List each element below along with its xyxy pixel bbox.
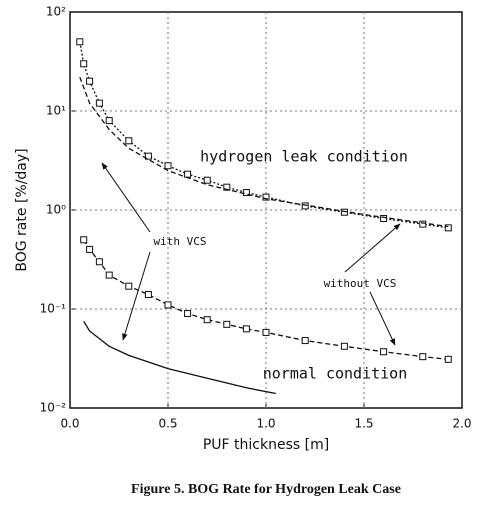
x-tick-label: 2.0 <box>452 417 471 431</box>
data-point <box>125 282 133 290</box>
data-point <box>419 353 427 361</box>
data-point <box>164 162 172 170</box>
data-point <box>125 137 133 145</box>
data-point <box>340 208 348 216</box>
data-point <box>262 328 270 336</box>
arrow <box>122 251 151 341</box>
x-tick-label: 1.0 <box>256 417 275 431</box>
data-point <box>80 236 88 244</box>
data-point <box>301 337 309 345</box>
y-tick-label: 10¹ <box>46 104 66 118</box>
arrow <box>344 223 401 273</box>
series-line <box>83 321 276 395</box>
series-line <box>79 41 449 229</box>
x-tick-label: 0.0 <box>60 417 79 431</box>
data-point <box>301 202 309 210</box>
data-point <box>223 320 231 328</box>
data-point <box>144 152 152 160</box>
caption: Figure 5. BOG Rate for Hydrogen Leak Cas… <box>131 482 401 497</box>
data-point <box>340 342 348 350</box>
x-tick-label: 1.5 <box>354 417 373 431</box>
data-point <box>76 38 84 46</box>
data-point <box>184 310 192 318</box>
data-point <box>164 301 172 309</box>
arrow <box>101 162 151 233</box>
data-point <box>95 258 103 266</box>
data-point <box>242 325 250 333</box>
x-axis-label: PUF thickness [m] <box>203 437 329 453</box>
data-point <box>419 220 427 228</box>
data-point <box>444 355 452 363</box>
y-tick-label: 10² <box>46 5 66 19</box>
y-tick-label: 10⁻² <box>40 401 67 415</box>
data-point <box>203 176 211 184</box>
data-point <box>86 245 94 253</box>
series-line <box>83 239 449 361</box>
data-point <box>262 193 270 201</box>
data-point <box>86 77 94 85</box>
y-tick-label: 10⁻¹ <box>40 302 67 316</box>
series-line <box>79 76 449 228</box>
annotation: normal condition <box>263 365 408 383</box>
annotation-arrows <box>101 162 401 346</box>
data-point <box>80 60 88 68</box>
annotation: hydrogen leak condition <box>200 148 408 166</box>
y-tick-label: 10⁰ <box>46 203 66 217</box>
data-point <box>203 316 211 324</box>
annotation: without VCS <box>324 277 397 290</box>
data-point <box>105 117 113 125</box>
data-point <box>444 224 452 232</box>
annotation: with VCS <box>154 235 207 248</box>
data-point <box>380 215 388 223</box>
data-point <box>242 189 250 197</box>
data-point <box>380 348 388 356</box>
data-point <box>223 183 231 191</box>
x-tick-label: 0.5 <box>158 417 177 431</box>
arrow <box>369 291 396 346</box>
y-axis-label: BOG rate [%/day] <box>14 148 30 271</box>
data-point <box>95 99 103 107</box>
data-point <box>144 291 152 299</box>
data-point <box>105 271 113 279</box>
data-point <box>184 170 192 178</box>
